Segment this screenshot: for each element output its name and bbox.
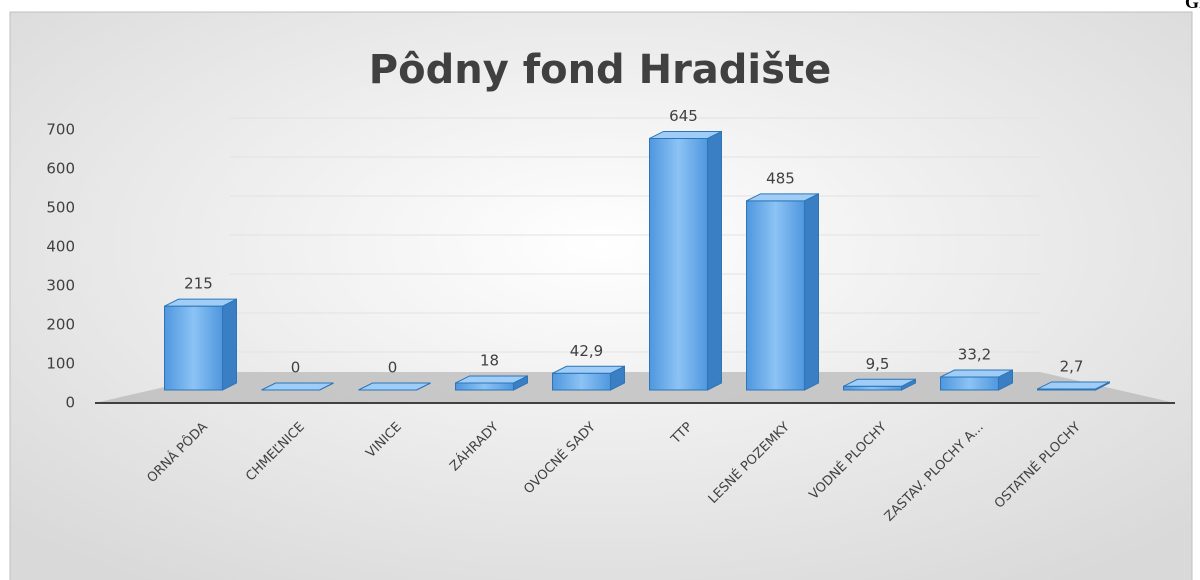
value-label: 645 xyxy=(669,107,698,125)
bar-top xyxy=(746,193,819,202)
bar-front xyxy=(164,305,223,391)
bar xyxy=(843,378,916,391)
bar-top xyxy=(164,298,237,307)
bar xyxy=(552,365,625,391)
bar-side xyxy=(222,298,237,391)
bar-side xyxy=(804,193,819,391)
y-tick-label: 100 xyxy=(46,355,75,373)
value-label: 9,5 xyxy=(866,355,890,373)
value-label: 42,9 xyxy=(570,342,603,360)
bar-front xyxy=(843,385,902,391)
value-label: 485 xyxy=(766,169,795,187)
y-tick-label: 400 xyxy=(46,238,75,256)
bar xyxy=(455,375,528,391)
bar xyxy=(746,193,819,391)
y-tick-label: 600 xyxy=(46,160,75,178)
bar xyxy=(940,369,1013,391)
bar-front xyxy=(552,372,611,391)
bar xyxy=(261,382,334,391)
bar-front xyxy=(649,137,708,391)
y-tick-label: 700 xyxy=(46,121,75,139)
bar-top xyxy=(1037,381,1110,390)
y-tick-label: 500 xyxy=(46,199,75,217)
chart-title: Pôdny fond Hradište xyxy=(369,47,831,93)
chart-area xyxy=(9,11,1193,580)
y-tick-label: 200 xyxy=(46,316,75,334)
bar-side xyxy=(707,130,722,391)
bar-front xyxy=(746,200,805,391)
bar-top xyxy=(358,382,431,391)
value-label: 0 xyxy=(291,359,301,377)
y-tick-label: 0 xyxy=(65,394,75,412)
bar xyxy=(1037,381,1110,391)
bar-top xyxy=(552,365,625,374)
bar-top xyxy=(455,375,528,384)
value-label: 0 xyxy=(388,359,398,377)
bar-top xyxy=(649,130,722,139)
value-label: 18 xyxy=(480,351,499,369)
bar-front xyxy=(940,376,999,391)
bar-front xyxy=(455,382,514,391)
bar xyxy=(649,130,722,391)
bar-top xyxy=(261,382,334,391)
caption: Graf č. xyxy=(1185,0,1200,12)
value-label: 2,7 xyxy=(1060,357,1084,375)
value-label: 33,2 xyxy=(958,346,991,364)
bar-top xyxy=(940,369,1013,378)
y-tick-label: 300 xyxy=(46,277,75,295)
bar-top xyxy=(843,378,916,387)
bar xyxy=(358,382,431,391)
bar xyxy=(164,298,237,391)
value-label: 215 xyxy=(184,275,213,293)
